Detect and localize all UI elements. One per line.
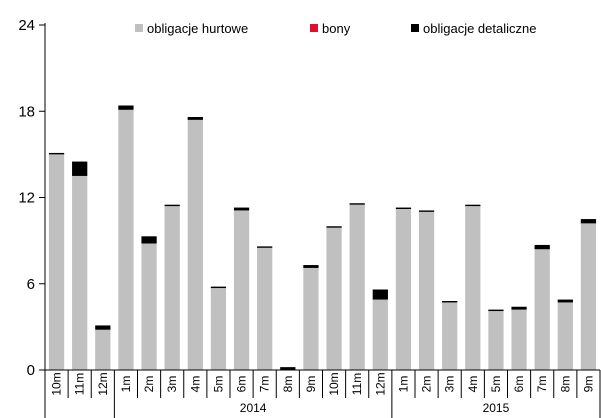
x-category-label: 5m	[211, 376, 225, 393]
x-category-label: 12m	[373, 372, 387, 395]
x-year-label: 2014	[240, 401, 267, 415]
bar-segment-obligacje-hurtowe	[349, 204, 365, 370]
bar-segment-obligacje-detaliczne	[303, 265, 319, 268]
x-category-label: 2m	[420, 376, 434, 393]
bar-segment-obligacje-hurtowe	[442, 302, 458, 370]
bar-segment-obligacje-detaliczne	[511, 306, 527, 310]
x-category-label: 11m	[73, 373, 87, 395]
bar-segment-obligacje-detaliczne	[534, 244, 550, 250]
bar-segment-obligacje-detaliczne	[372, 289, 388, 300]
y-tick-label: 12	[18, 190, 35, 207]
legend-swatch	[135, 24, 143, 32]
x-axis: 10m 11m 12m 1m 2m 3m 4m 5m 6m 7m 8m 9m 10m 11m 12m 1m 2m…	[44, 369, 601, 418]
bar-segment-obligacje-detaliczne	[418, 210, 435, 212]
bar-segment-obligacje-detaliczne	[141, 236, 157, 244]
x-category-label: 9m	[581, 376, 595, 393]
bar-segment-obligacje-hurtowe	[465, 206, 481, 370]
bar-segment-obligacje-hurtowe	[187, 119, 203, 370]
bar-segment-obligacje-hurtowe	[95, 329, 111, 370]
bar-segment-obligacje-hurtowe	[72, 175, 88, 370]
legend-swatch	[310, 24, 318, 32]
y-tick-label: 18	[18, 103, 35, 120]
x-category-label: 4m	[466, 376, 480, 393]
bar-segment-obligacje-hurtowe	[372, 299, 388, 370]
bar-segment-obligacje-hurtowe	[395, 209, 412, 370]
legend-label: obligacje detaliczne	[423, 21, 536, 36]
bar-segment-obligacje-hurtowe	[511, 309, 527, 370]
x-category-label: 12m	[96, 372, 110, 395]
bar-segment-obligacje-hurtowe	[48, 154, 65, 370]
legend-swatch	[411, 24, 419, 32]
bar-segment-obligacje-detaliczne	[118, 105, 134, 110]
bar-segment-obligacje-detaliczne	[187, 117, 203, 120]
x-category-label: 2m	[142, 376, 156, 393]
bar-segment-obligacje-detaliczne	[465, 204, 481, 207]
x-year-label: 2015	[483, 401, 510, 415]
x-category-label: 9m	[304, 376, 318, 393]
bar-segment-obligacje-hurtowe	[488, 311, 504, 370]
legend: obligacje hurtowe bony obligacje detaliczn…	[135, 21, 536, 36]
bar-segment-obligacje-detaliczne	[442, 301, 458, 303]
bar-segment-obligacje-detaliczne	[349, 203, 365, 205]
bar-segment-obligacje-detaliczne	[580, 219, 597, 224]
y-tick-label: 6	[27, 276, 35, 293]
x-category-label: 8m	[281, 376, 295, 393]
x-category-label: 7m	[258, 376, 272, 393]
x-category-label: 10m	[50, 372, 64, 395]
bar-segment-obligacje-hurtowe	[326, 227, 342, 370]
x-category-label: 5m	[489, 376, 503, 393]
y-tick-label: 24	[18, 17, 35, 34]
x-category-label: 6m	[512, 376, 526, 393]
bar-segment-obligacje-hurtowe	[164, 206, 180, 370]
bar-segment-obligacje-hurtowe	[580, 223, 597, 370]
bar-segment-obligacje-hurtowe	[233, 210, 250, 370]
bar-segment-obligacje-detaliczne	[233, 207, 250, 211]
bar-segment-obligacje-detaliczne	[326, 226, 342, 228]
x-category-label: 6m	[235, 376, 249, 393]
legend-label: obligacje hurtowe	[147, 21, 248, 36]
bar-segment-obligacje-detaliczne	[164, 204, 180, 207]
bar-segment-obligacje-hurtowe	[118, 109, 134, 370]
bar-segment-obligacje-hurtowe	[418, 211, 435, 370]
bar-segment-obligacje-detaliczne	[48, 152, 65, 155]
bar-segment-obligacje-hurtowe	[557, 302, 573, 370]
x-category-label: 7m	[535, 376, 549, 393]
bar-segment-obligacje-detaliczne	[210, 286, 227, 289]
x-category-label: 8m	[558, 376, 572, 393]
bar-segment-obligacje-detaliczne	[488, 309, 504, 312]
y-axis: 0 6 12 18 24	[18, 17, 46, 379]
bar-segment-obligacje-hurtowe	[141, 243, 157, 370]
x-category-label: 4m	[188, 376, 202, 393]
bar-segment-obligacje-hurtowe	[210, 288, 227, 370]
legend-label: bony	[322, 21, 351, 36]
bar-segment-obligacje-hurtowe	[257, 247, 273, 370]
x-category-label: 1m	[119, 376, 133, 393]
x-category-label: 11m	[350, 373, 364, 395]
bar-segment-obligacje-detaliczne	[280, 367, 296, 370]
bar-segment-obligacje-detaliczne	[557, 299, 573, 303]
bar-segment-obligacje-detaliczne	[95, 325, 111, 330]
x-category-label: 3m	[443, 376, 457, 393]
x-category-label: 10m	[327, 372, 341, 395]
x-category-label: 3m	[165, 376, 179, 393]
bar-segment-obligacje-detaliczne	[395, 207, 412, 209]
x-category-label: 1m	[396, 376, 410, 393]
bar-segment-obligacje-hurtowe	[303, 267, 319, 370]
bar-segment-obligacje-detaliczne	[72, 161, 88, 176]
bar-segment-obligacje-detaliczne	[257, 246, 273, 248]
bars	[48, 105, 597, 370]
bar-segment-obligacje-hurtowe	[534, 249, 550, 370]
y-tick-label: 0	[27, 362, 35, 379]
